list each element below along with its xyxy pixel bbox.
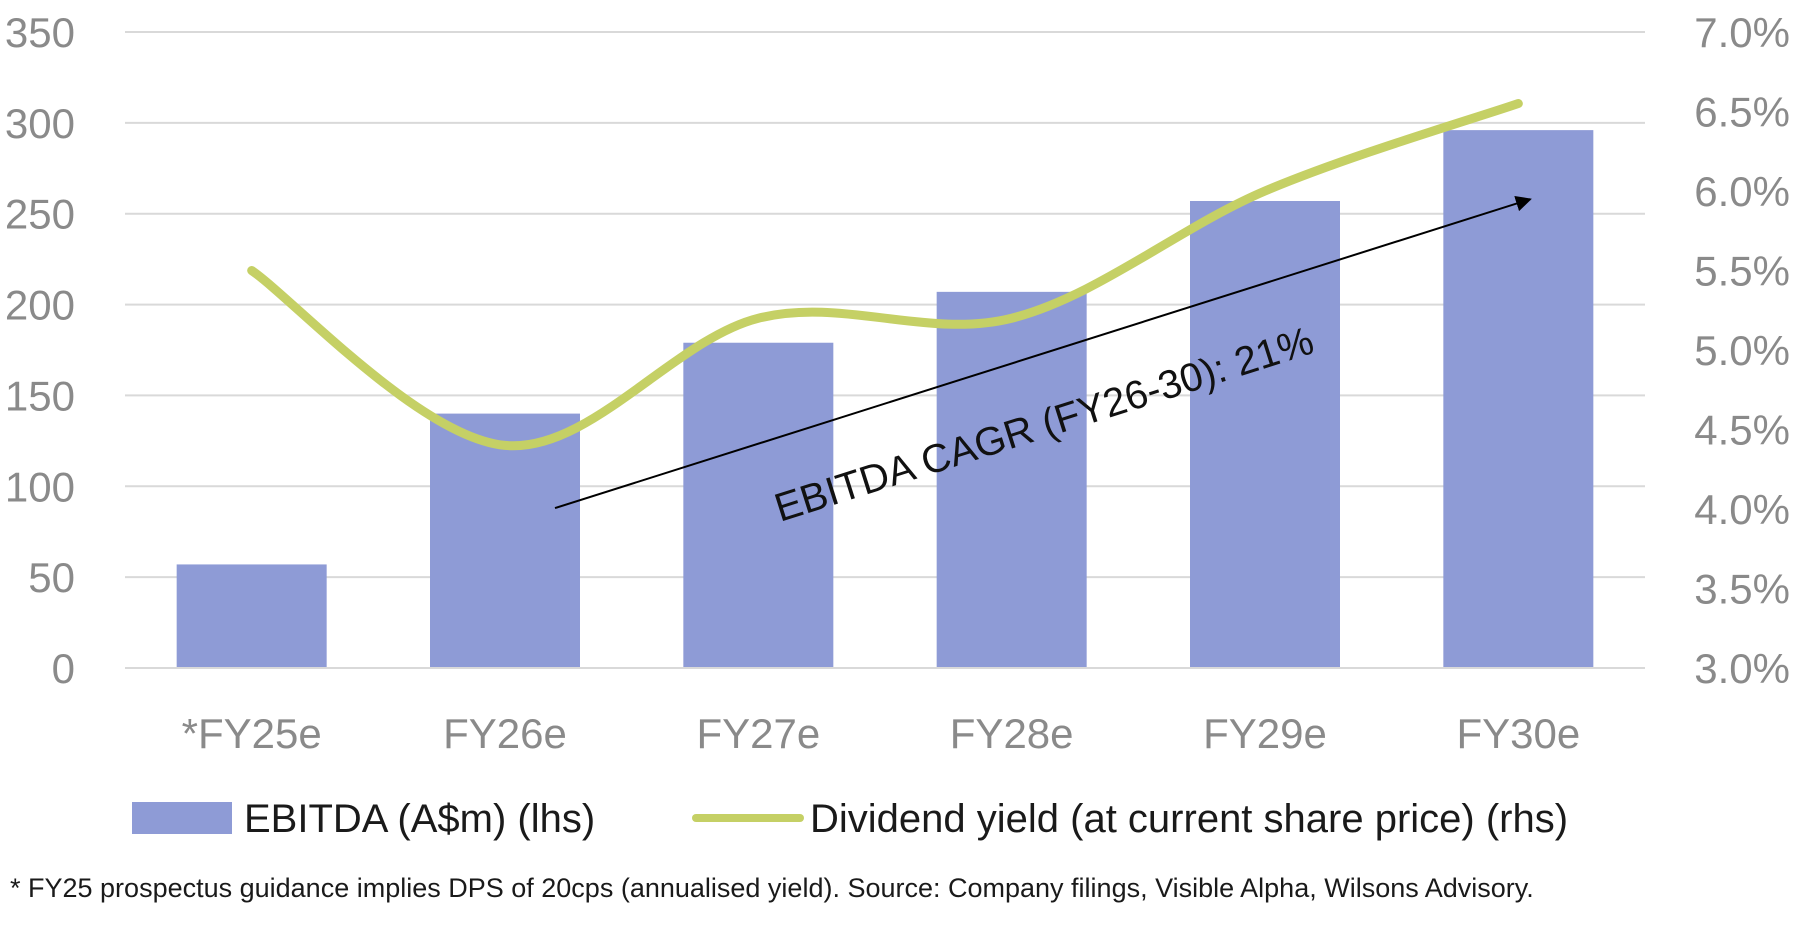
right-tick-label: 6.0% [1694,168,1790,215]
left-tick-label: 200 [5,282,75,329]
left-tick-label: 0 [52,645,75,692]
left-tick-label: 100 [5,463,75,510]
right-tick-label: 5.0% [1694,327,1790,374]
right-tick-label: 5.5% [1694,248,1790,295]
left-axis: 0 50 100 150 200 250 300 350 [5,9,75,692]
gridlines [125,31,1645,669]
left-tick-label: 300 [5,100,75,147]
left-tick-label: 50 [28,554,75,601]
right-tick-label: 6.5% [1694,89,1790,136]
ebitda-bar [176,564,327,668]
footnote: * FY25 prospectus guidance implies DPS o… [10,873,1534,903]
dividend-yield-line [247,99,1523,451]
cagr-arrow [554,195,1532,510]
dividend-yield-line-group [247,99,1523,451]
category-label: FY29e [1203,710,1327,757]
category-label: FY28e [950,710,1074,757]
right-tick-label: 4.5% [1694,407,1790,454]
category-label: FY30e [1456,710,1580,757]
right-tick-label: 3.0% [1694,645,1790,692]
category-label: FY26e [443,710,567,757]
ebitda-bar [1443,130,1594,668]
category-label: FY27e [696,710,820,757]
right-tick-label: 4.0% [1694,486,1790,533]
category-label: *FY25e [182,710,322,757]
category-axis: *FY25e FY26e FY27e FY28e FY29e FY30e [182,710,1581,757]
right-tick-label: 3.5% [1694,566,1790,613]
legend-label-dividend-yield: Dividend yield (at current share price) … [810,797,1568,841]
left-tick-label: 250 [5,191,75,238]
ebitda-bar [683,342,834,668]
right-axis: 3.0% 3.5% 4.0% 4.5% 5.0% 5.5% 6.0% 6.5% 7.0% [1694,9,1790,692]
left-tick-label: 150 [5,372,75,419]
ebitda-bars [125,130,1645,669]
ebitda-bar [430,413,580,668]
right-tick-label: 7.0% [1694,9,1790,56]
legend-swatch-ebitda [132,802,232,834]
ebitda-bar [1190,200,1340,668]
ebitda-bar [936,291,1087,668]
left-tick-label: 350 [5,9,75,56]
legend: EBITDA (A$m) (lhs) Dividend yield (at cu… [132,797,1568,841]
legend-label-ebitda: EBITDA (A$m) (lhs) [244,797,595,841]
